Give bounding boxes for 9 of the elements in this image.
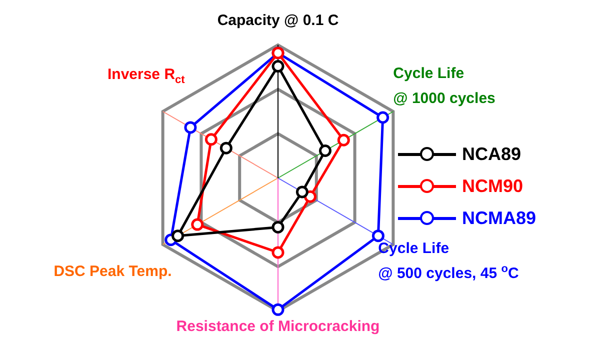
spoke-label: Resistance of Microcracking [176,317,380,337]
spoke-label: DSC Peak Temp. [54,262,172,282]
spoke-label: Capacity @ 0.1 C [217,11,339,31]
spoke-label: Inverse R$_{ct}$ [107,64,185,86]
legend-label: NCMA89 [462,208,536,228]
legend-label: NCA89 [462,144,522,164]
spoke-label: Cycle Life @ 500 cycles, 45 $^{o}$C [378,238,519,284]
spoke-label: Cycle Life @ 1000 cycles [393,64,496,108]
legend-label: NCM90 [462,176,524,196]
